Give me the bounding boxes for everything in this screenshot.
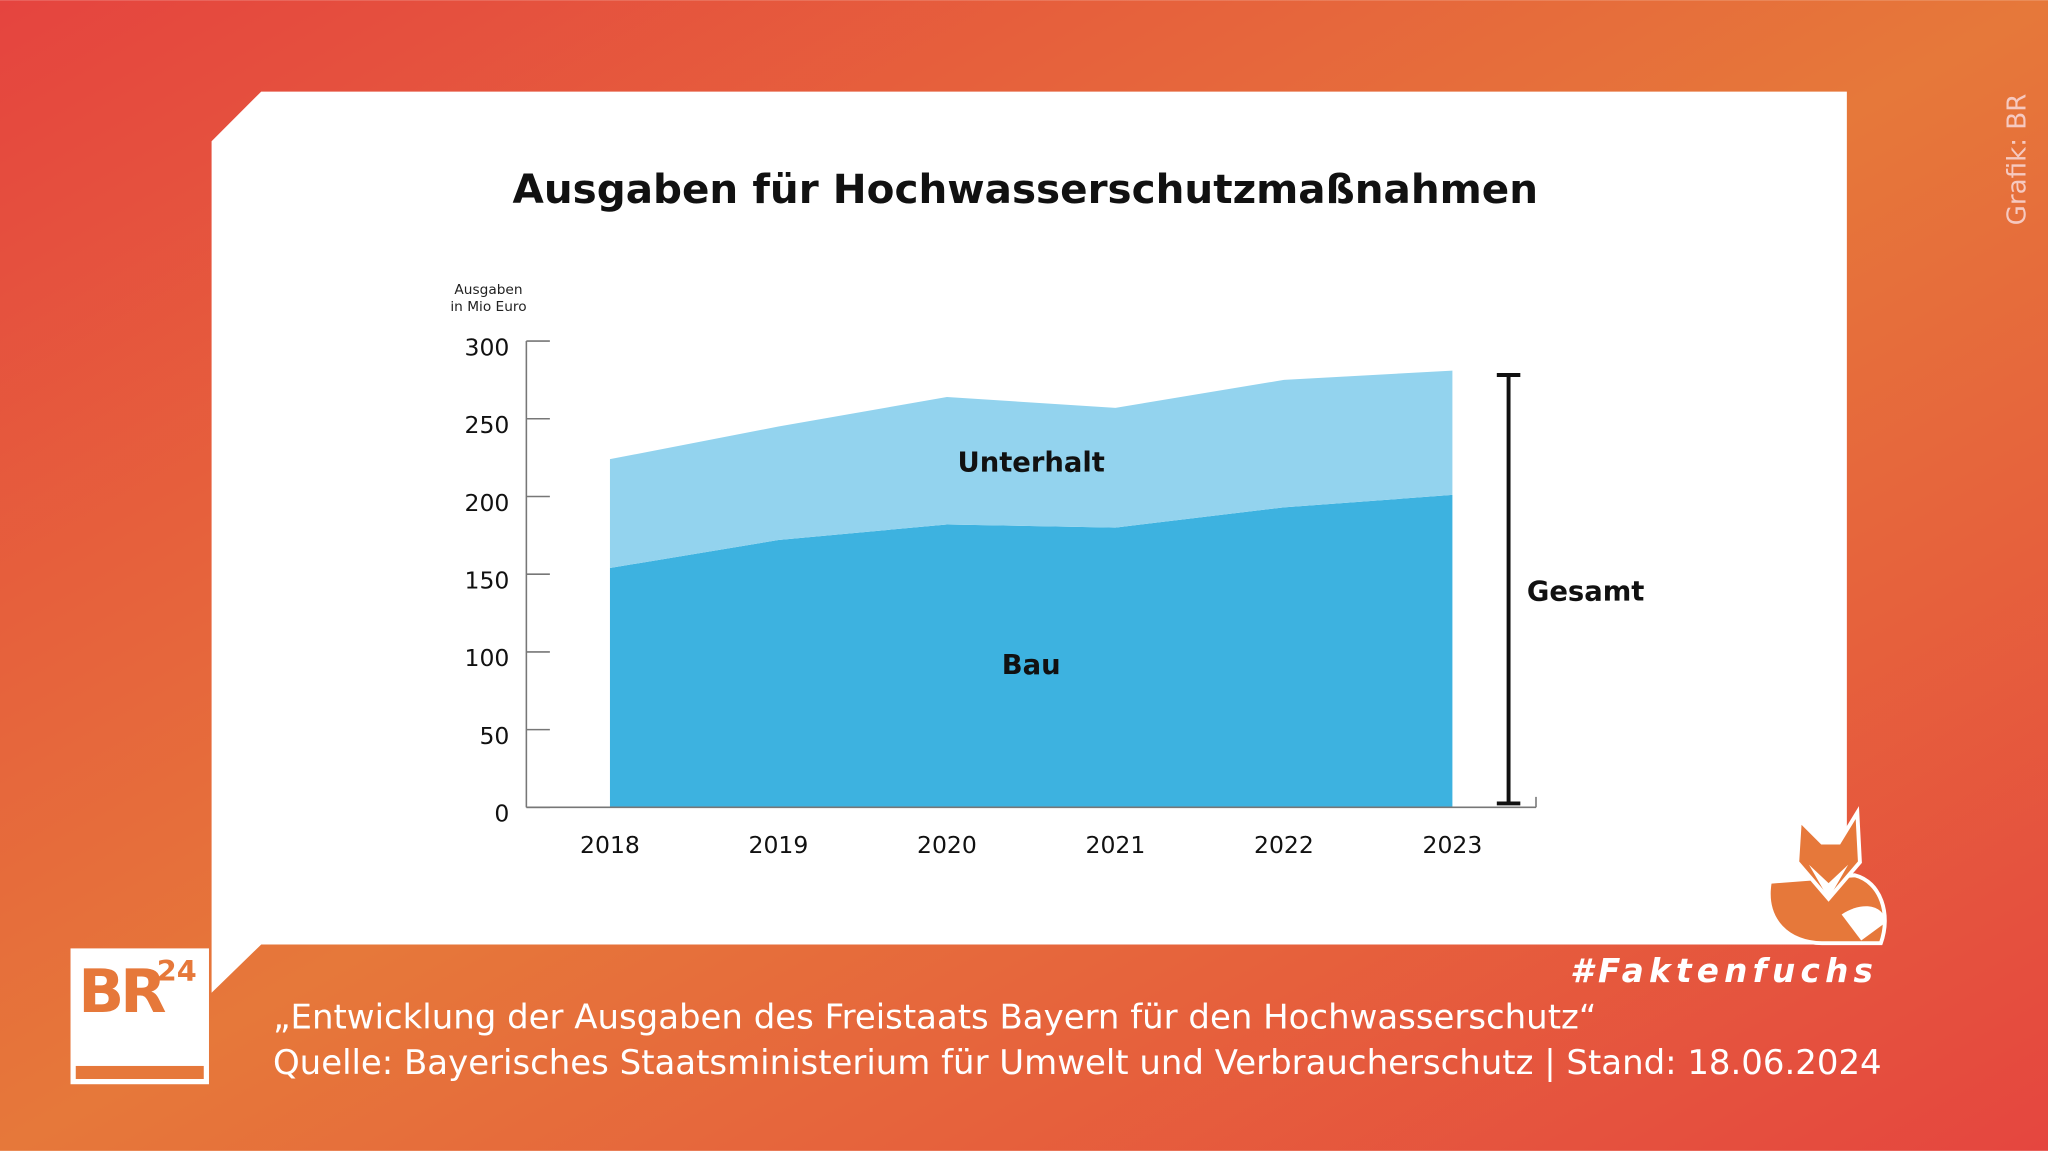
area xyxy=(609,494,1453,808)
hashtag: #Faktenfuchs xyxy=(1570,952,1878,990)
y-tick-label: 50 xyxy=(479,722,509,750)
y-tick-label: 150 xyxy=(465,567,510,595)
credit: Grafik: BR xyxy=(2002,94,2032,226)
total-bracket xyxy=(1496,373,1521,806)
x-tick-label: 2023 xyxy=(1423,831,1483,859)
caption: „Entwicklung der Ausgaben des Freistaats… xyxy=(273,997,1596,1037)
x-tick-label: 2020 xyxy=(917,831,977,859)
y-tick-label: 300 xyxy=(465,333,510,361)
fox-icon xyxy=(1766,806,1887,946)
logo: BR 24 xyxy=(70,948,209,1085)
series-label: Unterhalt xyxy=(957,448,1104,479)
x-tick-label: 2021 xyxy=(1086,831,1146,859)
chart-title: Ausgaben für Hochwasserschutzmaßnahmen xyxy=(513,165,1539,213)
x-tick-label: 2022 xyxy=(1254,831,1314,859)
y-axis-label: Ausgaben xyxy=(454,282,522,298)
logo-superscript: 24 xyxy=(157,954,197,988)
y-axis-label: in Mio Euro xyxy=(450,299,526,315)
annotation: Gesamt xyxy=(1527,577,1645,608)
plot: Bau Unterhalt 0 50 100 150 200 250 300 2018 2019 20… xyxy=(465,333,1537,859)
y-tick-label: 100 xyxy=(465,644,510,672)
x-tick-label: 2018 xyxy=(580,831,640,859)
logo-text: BR xyxy=(78,957,166,1027)
x-tick-label: 2019 xyxy=(749,831,809,859)
series-label: Bau xyxy=(1002,650,1061,681)
y-tick-label: 200 xyxy=(465,489,510,517)
y-tick-label: 0 xyxy=(494,800,509,828)
caption: Quelle: Bayerisches Staatsministerium fü… xyxy=(273,1043,1882,1083)
area xyxy=(609,370,1453,568)
y-tick-label: 250 xyxy=(465,411,510,439)
